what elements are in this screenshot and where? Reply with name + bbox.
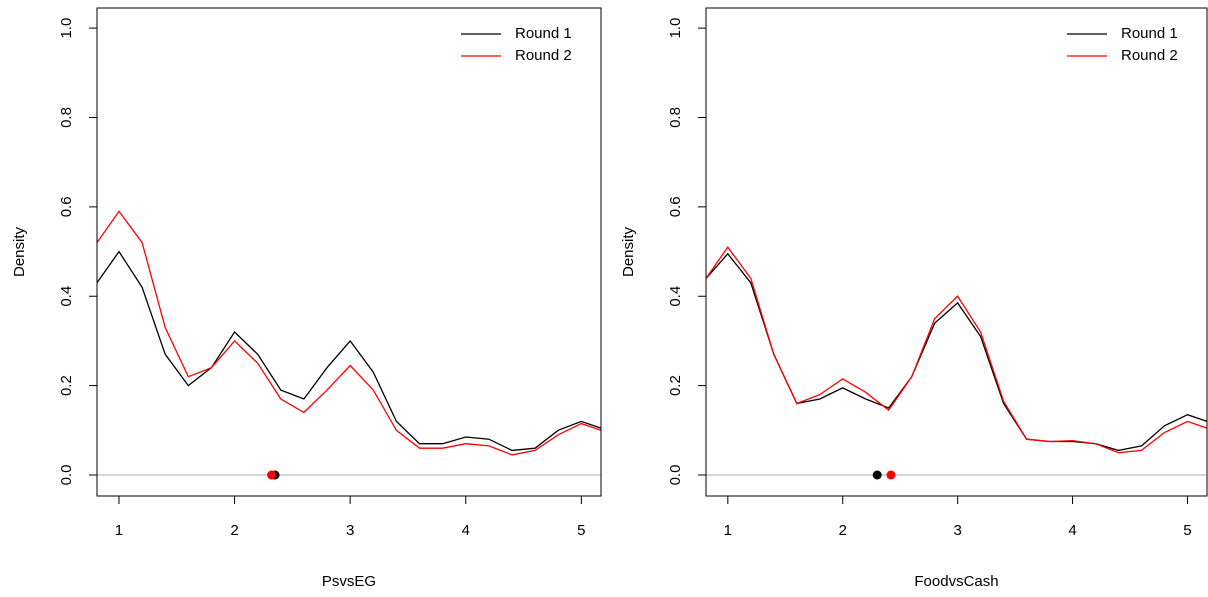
y-tick-label: 0.4 (667, 286, 684, 307)
x-tick-label: 2 (839, 522, 847, 539)
y-tick-label: 0.6 (667, 196, 684, 217)
legend-label: Round 2 (1121, 47, 1178, 64)
x-tick-label: 3 (953, 522, 961, 539)
x-tick-label: 4 (1068, 522, 1076, 539)
y-tick-label: 0.0 (667, 465, 684, 486)
legend-label: Round 1 (1121, 25, 1178, 42)
y-tick-label: 1.0 (58, 18, 75, 39)
y-tick-label: 0.2 (58, 375, 75, 396)
x-tick-label: 4 (462, 522, 470, 539)
mean-point (267, 470, 277, 480)
x-tick-label: 2 (230, 522, 238, 539)
x-tick-label: 1 (724, 522, 732, 539)
legend-label: Round 1 (515, 25, 572, 42)
y-axis-label: Density (11, 226, 28, 277)
y-tick-label: 0.8 (667, 107, 684, 128)
density-line (705, 245, 1208, 454)
density-line (96, 250, 602, 452)
x-axis-label: FoodvsCash (914, 573, 998, 590)
x-tick-label: 3 (346, 522, 354, 539)
y-tick-label: 0.2 (667, 375, 684, 396)
x-tick-label: 1 (115, 522, 123, 539)
legend-label: Round 2 (515, 47, 572, 64)
y-tick-label: 0.4 (58, 286, 75, 307)
x-tick-label: 5 (577, 522, 585, 539)
y-axis-label: Density (620, 226, 637, 277)
density-line (96, 210, 602, 456)
plot-box (705, 7, 1208, 497)
y-tick-label: 0.0 (58, 465, 75, 486)
x-axis-label: PsvsEG (322, 573, 376, 590)
plot-box (96, 7, 602, 497)
x-tick-label: 5 (1183, 522, 1191, 539)
y-tick-label: 0.8 (58, 107, 75, 128)
y-tick-label: 0.6 (58, 196, 75, 217)
y-tick-label: 1.0 (667, 18, 684, 39)
density-line (705, 252, 1208, 452)
mean-point (872, 470, 882, 480)
mean-point (886, 470, 896, 480)
